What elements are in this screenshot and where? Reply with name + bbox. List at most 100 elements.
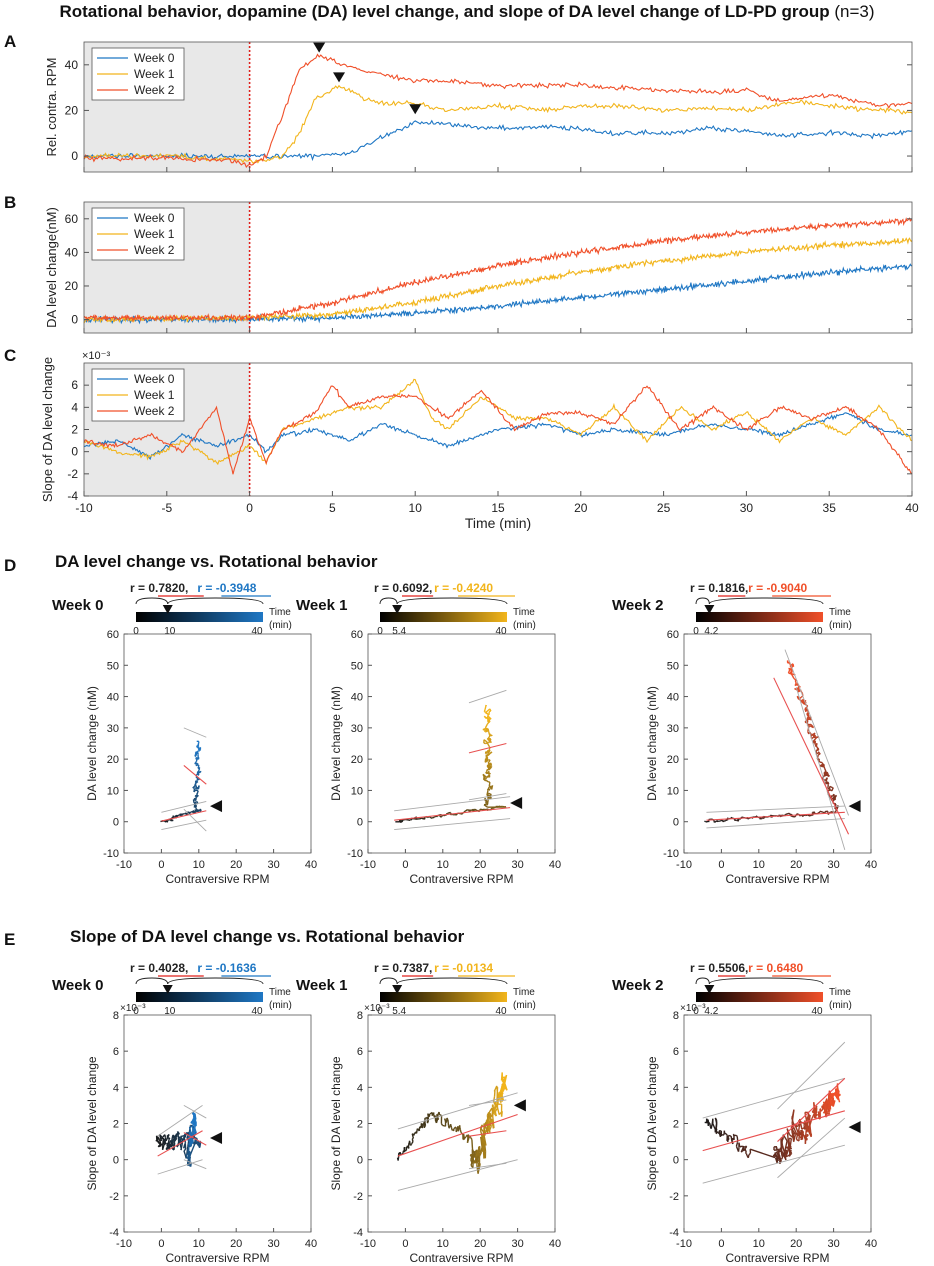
y-axis-label: DA level change (nM) xyxy=(85,686,99,801)
trajectory-segment xyxy=(159,1142,163,1146)
y-tick-label: 30 xyxy=(667,723,679,735)
confidence-line xyxy=(157,1159,203,1175)
x-tick-label: 10 xyxy=(753,1238,765,1250)
trajectory-segment xyxy=(484,729,487,732)
trajectory-segment xyxy=(796,1138,800,1142)
trajectory-segment xyxy=(180,813,183,816)
trajectory-segment xyxy=(189,811,192,814)
x-tick-label: 20 xyxy=(230,1238,242,1250)
trajectory-segment xyxy=(464,809,468,812)
colorbar-min-label: 0 xyxy=(133,1006,139,1017)
trajectory-segment xyxy=(484,777,488,780)
trajectory-segment xyxy=(824,768,827,772)
trajectory-segment xyxy=(446,1117,449,1121)
trajectory-segment xyxy=(739,1145,743,1148)
legend-label: Week 2 xyxy=(134,243,175,257)
trajectory-segment xyxy=(749,1148,776,1159)
trajectory-segment xyxy=(714,820,717,823)
trajectory-segment xyxy=(827,787,830,790)
trajectory-segment xyxy=(793,1134,797,1142)
trajectory-segment xyxy=(194,754,197,758)
y-tick-label: 10 xyxy=(667,785,679,797)
trajectory-segment xyxy=(489,786,493,790)
confidence-line xyxy=(795,687,846,851)
x-tick-label: 0 xyxy=(718,859,724,871)
colorbar-min-label: 0 xyxy=(377,626,383,637)
trajectory-segment xyxy=(786,1133,790,1149)
trajectory-segment xyxy=(470,1159,473,1164)
trajectory-segment xyxy=(192,1132,195,1136)
trajectory-segment xyxy=(819,1108,822,1111)
trajectory-segment xyxy=(468,810,471,813)
y-exponent-label: ×10⁻³ xyxy=(680,1003,706,1014)
x-axis-label: Contraversive RPM xyxy=(725,872,829,886)
trajectory-segment xyxy=(716,1131,721,1135)
transition-marker-icon xyxy=(513,1099,526,1112)
y-tick-label: 6 xyxy=(113,1046,119,1058)
y-tick-label: 0 xyxy=(71,445,78,459)
time-colorbar xyxy=(696,992,823,1002)
trajectory-segment xyxy=(797,1127,800,1135)
peak-marker-icon xyxy=(409,104,422,115)
trajectory-segment xyxy=(197,764,200,767)
regression-line xyxy=(706,811,845,821)
time-colorbar xyxy=(696,612,823,622)
series-line-week-2 xyxy=(83,385,913,475)
scatter-panel-d1: Week 1 0 5.4 40 Time (min) r = 0.6092, r = -0.4… xyxy=(296,581,561,886)
x-tick-label: -10 xyxy=(116,859,132,871)
regression-line xyxy=(468,1130,507,1137)
x-tick-label: 40 xyxy=(865,859,877,871)
y-exponent-label: ×10⁻³ xyxy=(120,1003,146,1014)
trajectory-segment xyxy=(192,1116,197,1123)
x-tick-label: 0 xyxy=(158,1238,164,1250)
y-tick-label: 10 xyxy=(351,785,363,797)
x-tick-label: 30 xyxy=(511,1238,523,1250)
trajectory-segment xyxy=(399,820,403,823)
y-tick-label: 30 xyxy=(351,723,363,735)
trajectory-segment xyxy=(811,734,814,737)
trajectory-segment xyxy=(785,812,790,816)
panel-letter-d: D xyxy=(4,556,17,575)
y-tick-label: 0 xyxy=(71,149,78,163)
confidence-line xyxy=(468,689,507,704)
y-tick-label: 0 xyxy=(113,1155,119,1167)
colorbar-brace xyxy=(379,977,398,985)
trajectory-segment xyxy=(160,1139,163,1142)
y-tick-label: -2 xyxy=(669,1191,679,1203)
y-tick-label: 20 xyxy=(65,279,79,293)
x-tick-label: 30 xyxy=(511,859,523,871)
trajectory-segment xyxy=(189,1132,192,1136)
trajectory-segment xyxy=(426,1120,430,1124)
trajectory-segment xyxy=(196,787,199,790)
trajectory-segment xyxy=(829,785,833,789)
y-tick-label: 40 xyxy=(351,692,363,704)
y-tick-label: 30 xyxy=(107,723,119,735)
colorbar-unit-label: Time xyxy=(513,607,535,618)
trajectory-segment xyxy=(803,1125,806,1130)
trajectory-segment xyxy=(440,1123,444,1126)
x-tick-label: 35 xyxy=(823,501,837,515)
y-tick-label: 4 xyxy=(113,1082,119,1094)
trajectory-segment xyxy=(197,765,200,769)
confidence-line xyxy=(702,1144,845,1184)
trajectory-segment xyxy=(801,814,805,818)
trajectory-segment xyxy=(398,819,402,822)
week-label: Week 0 xyxy=(52,597,103,614)
y-exponent-label: ×10⁻³ xyxy=(364,1003,390,1014)
x-tick-label: 30 xyxy=(267,859,279,871)
section-d-title: DA level change vs. Rotational behavior xyxy=(55,552,378,571)
trajectory-segment xyxy=(194,761,197,764)
trajectory-segment xyxy=(817,753,820,756)
trajectory-segment xyxy=(483,808,485,811)
trajectory-segment xyxy=(192,1119,195,1123)
colorbar-max-label: 40 xyxy=(811,1006,823,1017)
transition-marker-icon xyxy=(210,1131,223,1144)
x-axis-label: Contraversive RPM xyxy=(725,1251,829,1265)
trajectory-segment xyxy=(449,1123,452,1127)
trajectory-segment xyxy=(180,1144,183,1151)
trajectory-segment xyxy=(419,817,423,820)
regression-line xyxy=(777,1077,846,1142)
y-axis-label: Slope of DA level change xyxy=(645,1056,659,1190)
